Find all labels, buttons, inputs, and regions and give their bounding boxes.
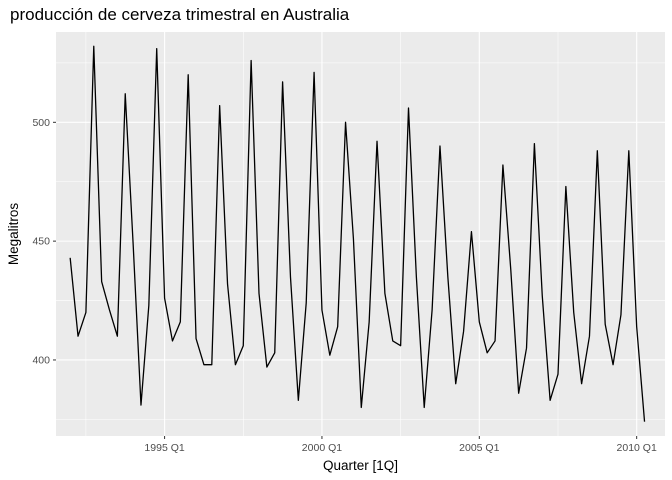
grid-lines xyxy=(56,32,665,436)
plot-panel xyxy=(56,32,665,436)
x-tick-label: 1995 Q1 xyxy=(144,442,184,454)
x-tick-label: 2005 Q1 xyxy=(459,442,499,454)
x-tick-label: 2000 Q1 xyxy=(302,442,342,454)
x-axis-title: Quarter [1Q] xyxy=(323,458,398,473)
chart-title: producción de cerveza trimestral en Aust… xyxy=(10,5,350,24)
y-axis: 400 450 500 xyxy=(32,117,56,366)
x-axis: 1995 Q1 2000 Q1 2005 Q1 2010 Q1 xyxy=(144,436,657,454)
series-layer xyxy=(69,45,646,422)
y-tick-label: 500 xyxy=(32,117,50,129)
x-tick-label: 2010 Q1 xyxy=(617,442,657,454)
y-tick-label: 450 xyxy=(32,236,50,248)
y-tick-label: 400 xyxy=(32,354,50,366)
beer-production-series-line xyxy=(69,45,646,422)
y-axis-title: Megalitros xyxy=(6,203,21,266)
